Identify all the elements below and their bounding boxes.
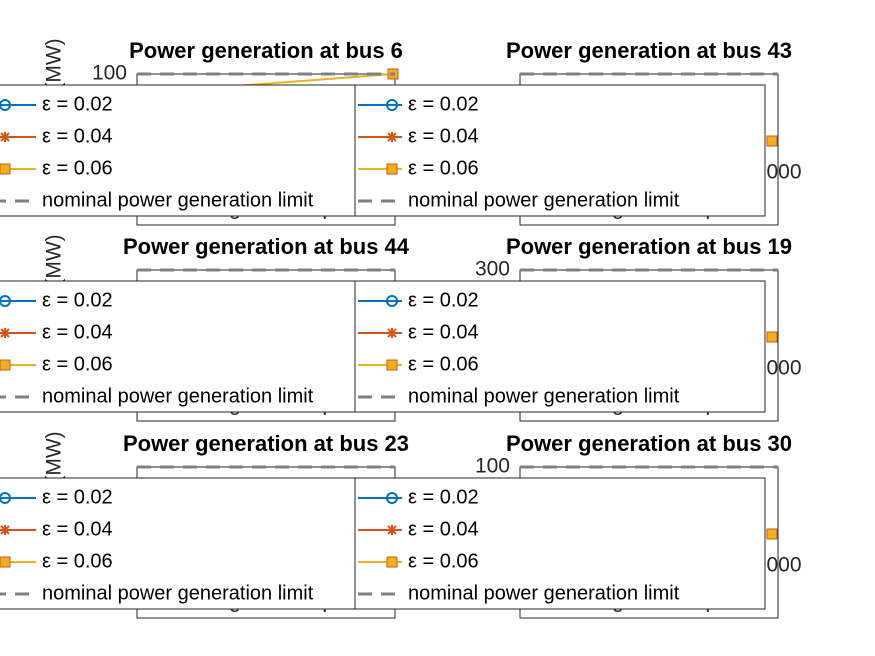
legend-label: ε = 0.02	[42, 289, 113, 311]
legend-label: nominal power generation limit	[408, 385, 680, 407]
marker	[0, 163, 11, 175]
legend-box	[354, 84, 766, 217]
legend-label: ε = 0.02	[408, 486, 479, 508]
legend-label: ε = 0.04	[408, 125, 479, 147]
y-axis-label: (MW)	[43, 431, 66, 482]
legend-label: ε = 0.06	[408, 353, 479, 375]
y-tick-label: 300	[475, 258, 510, 281]
marker	[386, 359, 398, 371]
marker	[386, 163, 398, 175]
legend-label: ε = 0.06	[408, 550, 479, 572]
legend-label: ε = 0.04	[42, 321, 113, 343]
legend-label: nominal power generation limit	[42, 582, 314, 604]
chart-title: Power generation at bus 43	[506, 38, 792, 63]
marker	[766, 331, 778, 343]
x-tick-label: 000	[766, 357, 801, 380]
chart-title: Power generation at bus 6	[129, 38, 403, 63]
legend-box	[0, 280, 356, 413]
marker	[386, 556, 398, 568]
marker	[0, 359, 11, 371]
marker	[0, 492, 11, 504]
legend-label: ε = 0.04	[42, 125, 113, 147]
marker	[387, 525, 397, 535]
marker	[387, 328, 397, 338]
chart-title: Power generation at bus 19	[506, 234, 792, 259]
marker	[386, 99, 398, 111]
marker	[386, 295, 398, 307]
marker	[387, 132, 397, 142]
legend-label: nominal power generation limit	[42, 189, 314, 211]
legend-label: ε = 0.06	[42, 353, 113, 375]
marker	[766, 135, 778, 147]
marker	[0, 132, 10, 142]
marker	[766, 528, 778, 540]
legend-label: nominal power generation limit	[408, 582, 680, 604]
legend-box	[354, 477, 766, 610]
marker	[0, 328, 10, 338]
marker	[386, 492, 398, 504]
legend-label: ε = 0.02	[408, 289, 479, 311]
legend-label: nominal power generation limit	[408, 189, 680, 211]
chart-title: Power generation at bus 44	[123, 234, 410, 259]
y-axis-label: (MW)	[43, 234, 66, 285]
legend-label: ε = 0.06	[408, 157, 479, 179]
y-axis-label: (MW)	[43, 38, 66, 89]
chart-title: Power generation at bus 23	[123, 431, 409, 456]
y-tick-label: 100	[475, 455, 510, 478]
x-tick-label: 000	[766, 161, 801, 184]
marker	[0, 295, 11, 307]
chart-title: Power generation at bus 30	[506, 431, 792, 456]
legend-box	[0, 84, 356, 217]
legend-label: ε = 0.04	[408, 321, 479, 343]
y-tick-label: 100	[92, 62, 127, 85]
marker	[0, 525, 10, 535]
legend-label: nominal power generation limit	[42, 385, 314, 407]
legend-label: ε = 0.02	[42, 93, 113, 115]
legend-label: ε = 0.04	[408, 518, 479, 540]
legend-label: ε = 0.02	[42, 486, 113, 508]
legend-label: ε = 0.02	[408, 93, 479, 115]
legend-label: ε = 0.04	[42, 518, 113, 540]
legend-box	[0, 477, 356, 610]
marker	[0, 99, 11, 111]
legend-label: ε = 0.06	[42, 157, 113, 179]
marker	[0, 556, 11, 568]
legend-box	[354, 280, 766, 413]
legend-label: ε = 0.06	[42, 550, 113, 572]
x-tick-label: 000	[766, 554, 801, 577]
